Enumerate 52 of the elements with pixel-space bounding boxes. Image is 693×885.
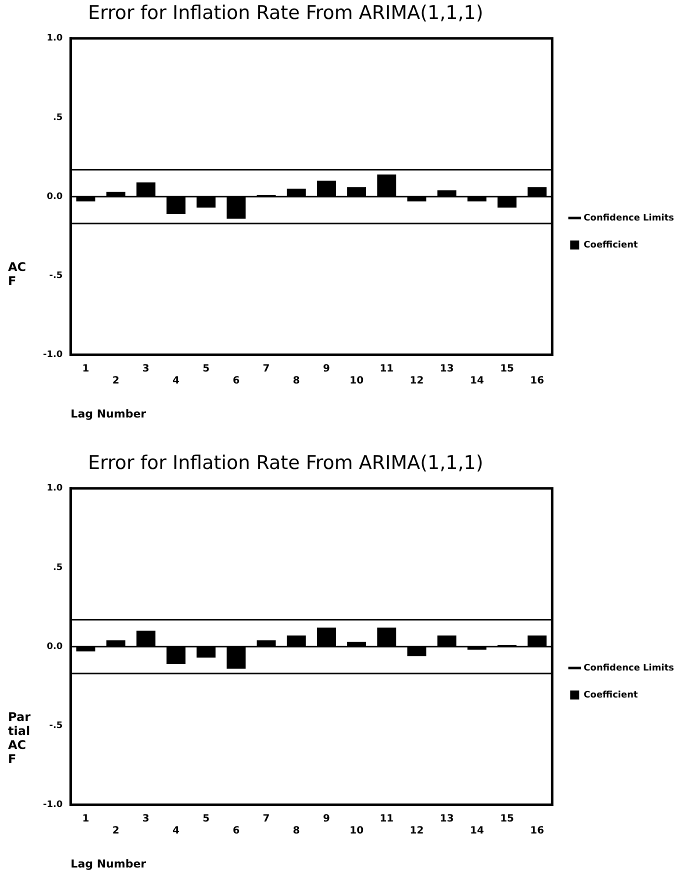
legend-label: Coefficient (584, 690, 639, 700)
y-tick-label: 1.0 (46, 34, 63, 44)
chart-title: Error for Inflation Rate From ARIMA(1,1,1) (88, 452, 484, 474)
x-tick-label: 3 (142, 813, 150, 824)
x-tick-label: 12 (410, 825, 424, 836)
y-axis-title: Partial ACF (8, 710, 32, 766)
x-tick-label: 1 (82, 363, 90, 374)
x-axis-title: Lag Number (70, 407, 147, 420)
y-tick-label: -.5 (49, 271, 63, 282)
x-tick-label: 14 (470, 375, 484, 386)
x-tick-label: 9 (322, 813, 330, 824)
y-tick-label: 0.0 (46, 642, 63, 652)
x-axis-title: Lag Number (70, 857, 147, 870)
y-tick-label: -1.0 (42, 800, 63, 810)
x-tick-label: 7 (262, 363, 270, 374)
x-tick-label: 4 (172, 825, 180, 836)
x-tick-label: 2 (112, 375, 120, 386)
x-tick-label: 2 (112, 825, 120, 836)
x-tick-label: 7 (262, 813, 270, 824)
y-axis-title: ACF (8, 260, 28, 288)
x-tick-label: 16 (530, 375, 544, 386)
y-tick-label: -1.0 (42, 350, 63, 360)
y-tick-label: 1.0 (46, 484, 63, 494)
x-tick-label: 3 (142, 363, 150, 374)
y-tick-label: .5 (52, 112, 63, 123)
x-tick-label: 10 (350, 375, 364, 386)
x-tick-label: 5 (202, 363, 210, 374)
y-tick-label: -.5 (49, 721, 63, 732)
x-tick-label: 5 (202, 813, 210, 824)
y-tick-label: .5 (52, 562, 63, 573)
x-tick-label: 11 (380, 363, 394, 374)
x-tick-label: 15 (500, 363, 514, 374)
x-tick-label: 13 (440, 363, 454, 374)
x-tick-label: 14 (470, 825, 484, 836)
x-tick-label: 8 (292, 825, 300, 836)
x-tick-label: 15 (500, 813, 514, 824)
x-tick-label: 6 (232, 825, 240, 836)
y-tick-label: 0.0 (46, 192, 63, 202)
x-tick-label: 1 (82, 813, 90, 824)
legend-label: Confidence Limits (584, 213, 674, 224)
x-tick-label: 9 (322, 363, 330, 374)
x-tick-label: 4 (172, 375, 180, 386)
x-tick-label: 10 (350, 825, 364, 836)
legend-label: Coefficient (584, 240, 639, 250)
x-tick-label: 16 (530, 825, 544, 836)
x-tick-label: 12 (410, 375, 424, 386)
x-tick-label: 6 (232, 375, 240, 386)
chart-title: Error for Inflation Rate From ARIMA(1,1,1) (88, 2, 484, 24)
x-tick-label: 13 (440, 813, 454, 824)
x-tick-label: 8 (292, 375, 300, 386)
legend-label: Confidence Limits (584, 663, 674, 674)
x-tick-label: 11 (380, 813, 394, 824)
